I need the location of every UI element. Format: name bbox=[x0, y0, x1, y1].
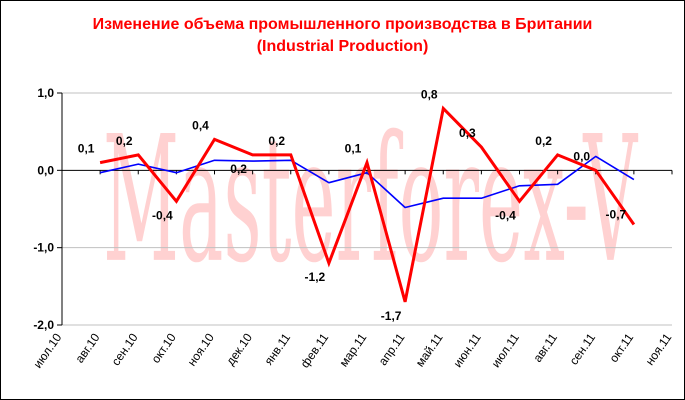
x-tick-label: окт.10 bbox=[148, 330, 179, 365]
data-label: -0,4 bbox=[152, 208, 173, 222]
x-tick-label: ноя.11 bbox=[643, 330, 675, 367]
x-tick-label: май.11 bbox=[413, 330, 446, 369]
x-tick-label: июн.11 bbox=[450, 330, 484, 370]
data-label: -1,2 bbox=[305, 270, 326, 284]
x-tick-label: июл.11 bbox=[489, 330, 523, 370]
data-label: 0,1 bbox=[345, 142, 362, 156]
data-label: 0,4 bbox=[192, 118, 209, 132]
chart-title-line-2: (Industrial Production) bbox=[256, 38, 429, 55]
data-label: 0,8 bbox=[421, 87, 438, 101]
main-series-line bbox=[99, 105, 636, 303]
data-label: 0,1 bbox=[78, 142, 95, 156]
data-label: 0,0 bbox=[573, 149, 590, 163]
data-label: 0,2 bbox=[268, 134, 285, 148]
x-tick-label: сен.11 bbox=[567, 330, 599, 367]
x-tick-label: дек.10 bbox=[223, 330, 255, 367]
x-tick-label: окт.11 bbox=[607, 330, 637, 365]
y-tick-label: -1,0 bbox=[33, 241, 54, 255]
data-label: 0,2 bbox=[116, 134, 133, 148]
x-tick-label: авг.10 bbox=[72, 330, 102, 365]
data-label: 0,2 bbox=[230, 162, 247, 176]
x-tick-label: мар.11 bbox=[337, 330, 370, 369]
x-tick-label: сен.10 bbox=[109, 330, 141, 368]
y-tick-label: -2,0 bbox=[33, 318, 54, 332]
x-tick-label: фев.11 bbox=[298, 330, 332, 370]
data-label: -0,7 bbox=[606, 207, 627, 221]
y-tick-label: 1,0 bbox=[37, 86, 54, 100]
x-tick-label: янв.11 bbox=[261, 330, 293, 367]
x-tick-label: июл.10 bbox=[31, 330, 65, 370]
trend-series-line bbox=[99, 155, 635, 209]
data-label: -0,4 bbox=[495, 208, 516, 222]
chart-title: Изменение объема промышленного производс… bbox=[0, 14, 685, 58]
x-tick-label: авг.11 bbox=[530, 330, 560, 364]
data-label: -1,7 bbox=[381, 309, 402, 323]
chart-title-line-1: Изменение объема промышленного производс… bbox=[92, 16, 593, 33]
x-tick-label: апр.11 bbox=[376, 330, 408, 367]
data-label: 0,3 bbox=[459, 126, 476, 140]
y-tick-label: 0,0 bbox=[37, 163, 54, 177]
x-tick-label: ноя.10 bbox=[185, 330, 218, 368]
watermark: Masterforex-V bbox=[103, 99, 639, 302]
data-label: 0,2 bbox=[535, 134, 552, 148]
